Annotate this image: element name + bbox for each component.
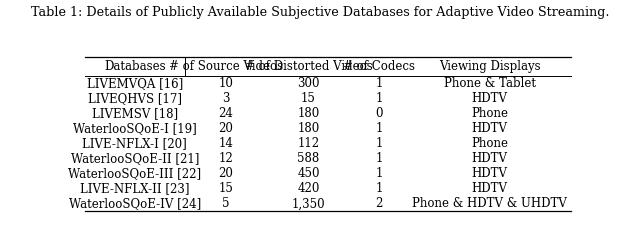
Text: 1: 1 xyxy=(375,77,383,90)
Text: Phone & Tablet: Phone & Tablet xyxy=(444,77,536,90)
Text: LIVEMVQA [16]: LIVEMVQA [16] xyxy=(86,77,183,90)
Text: 588: 588 xyxy=(298,152,320,165)
Text: LIVEQHVS [17]: LIVEQHVS [17] xyxy=(88,92,182,105)
Text: 12: 12 xyxy=(218,152,234,165)
Text: 10: 10 xyxy=(218,77,234,90)
Text: 1: 1 xyxy=(375,137,383,150)
Text: Table 1: Details of Publicly Available Subjective Databases for Adaptive Video S: Table 1: Details of Publicly Available S… xyxy=(31,6,609,19)
Text: WaterlooSQoE-III [22]: WaterlooSQoE-III [22] xyxy=(68,167,202,180)
Text: 112: 112 xyxy=(298,137,319,150)
Text: 20: 20 xyxy=(218,167,234,180)
Text: 450: 450 xyxy=(298,167,320,180)
Text: WaterlooSQoE-IV [24]: WaterlooSQoE-IV [24] xyxy=(68,197,201,210)
Text: 15: 15 xyxy=(218,182,234,195)
Text: LIVEMSV [18]: LIVEMSV [18] xyxy=(92,107,178,120)
Text: Phone: Phone xyxy=(471,107,508,120)
Text: 1: 1 xyxy=(375,167,383,180)
Text: LIVE-NFLX-II [23]: LIVE-NFLX-II [23] xyxy=(80,182,189,195)
Text: HDTV: HDTV xyxy=(472,152,508,165)
Text: Databases: Databases xyxy=(104,60,166,73)
Text: LIVE-NFLX-I [20]: LIVE-NFLX-I [20] xyxy=(83,137,187,150)
Text: # of Codecs: # of Codecs xyxy=(343,60,415,73)
Text: Phone: Phone xyxy=(471,137,508,150)
Text: 5: 5 xyxy=(222,197,230,210)
Text: 180: 180 xyxy=(298,122,320,135)
Text: 24: 24 xyxy=(218,107,234,120)
Text: 1: 1 xyxy=(375,152,383,165)
Text: 2: 2 xyxy=(375,197,383,210)
Text: 14: 14 xyxy=(218,137,234,150)
Text: # of Distorted Videos: # of Distorted Videos xyxy=(244,60,372,73)
Text: Phone & HDTV & UHDTV: Phone & HDTV & UHDTV xyxy=(412,197,567,210)
Text: WaterlooSQoE-I [19]: WaterlooSQoE-I [19] xyxy=(73,122,196,135)
Text: # of Source Videos: # of Source Videos xyxy=(169,60,283,73)
Text: 420: 420 xyxy=(298,182,320,195)
Text: HDTV: HDTV xyxy=(472,182,508,195)
Text: HDTV: HDTV xyxy=(472,92,508,105)
Text: 0: 0 xyxy=(375,107,383,120)
Text: 1: 1 xyxy=(375,92,383,105)
Text: 300: 300 xyxy=(298,77,320,90)
Text: HDTV: HDTV xyxy=(472,167,508,180)
Text: Viewing Displays: Viewing Displays xyxy=(439,60,540,73)
Text: 1: 1 xyxy=(375,122,383,135)
Text: HDTV: HDTV xyxy=(472,122,508,135)
Text: WaterlooSQoE-II [21]: WaterlooSQoE-II [21] xyxy=(70,152,199,165)
Text: 1: 1 xyxy=(375,182,383,195)
Text: 1,350: 1,350 xyxy=(292,197,325,210)
Text: 20: 20 xyxy=(218,122,234,135)
Text: 180: 180 xyxy=(298,107,320,120)
Text: 3: 3 xyxy=(222,92,230,105)
Text: 15: 15 xyxy=(301,92,316,105)
